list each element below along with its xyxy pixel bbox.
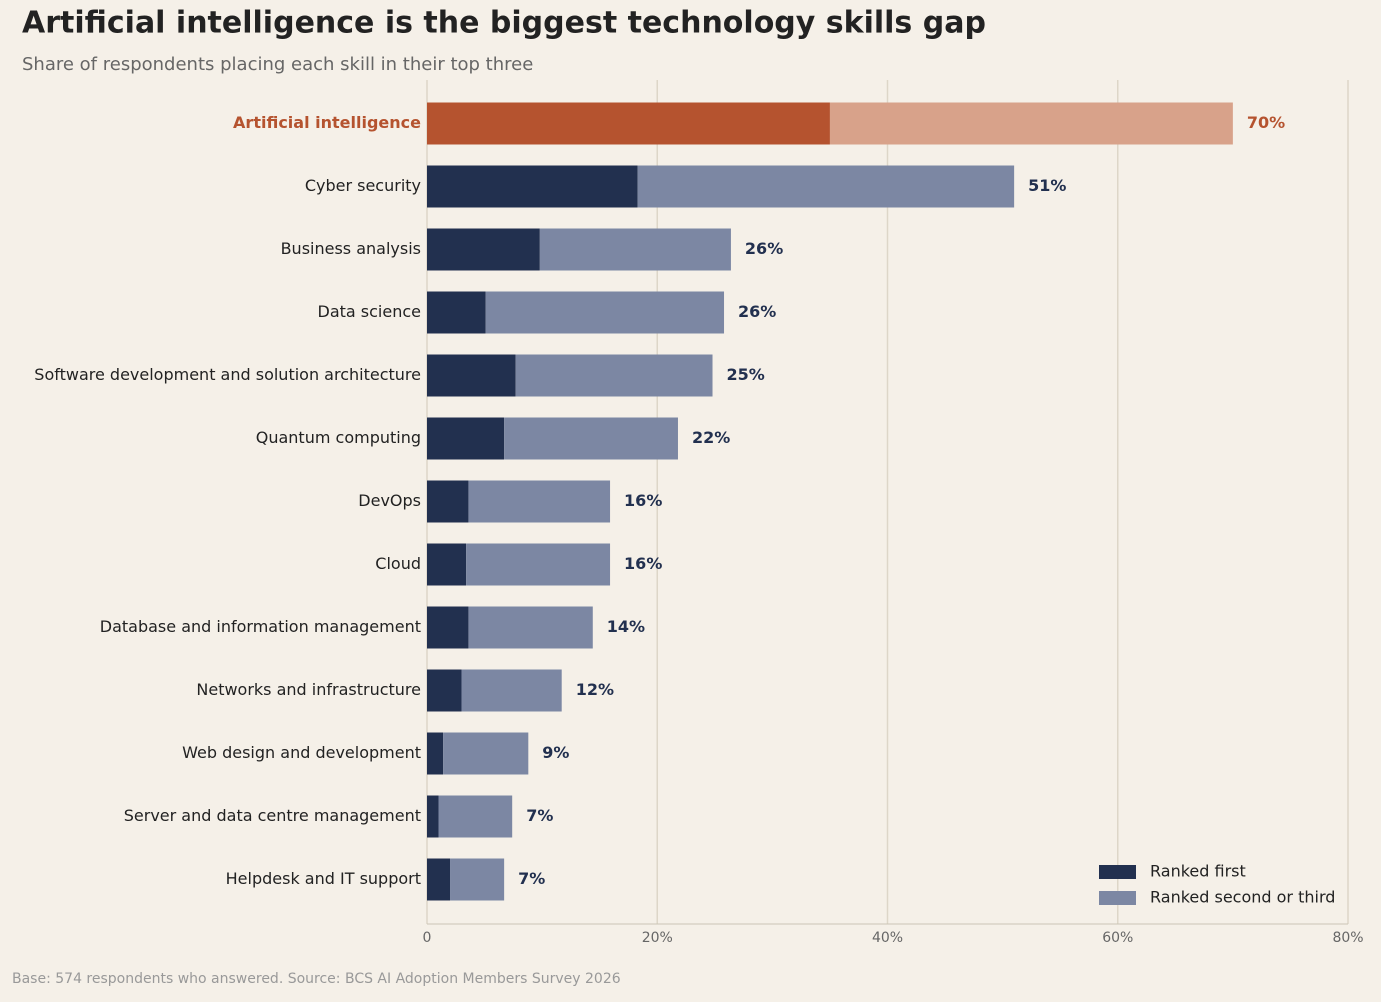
legend-label: Ranked first bbox=[1150, 862, 1246, 881]
legend-label: Ranked second or third bbox=[1150, 888, 1335, 907]
x-tick-label: 0 bbox=[423, 930, 432, 946]
bar-segment bbox=[427, 102, 830, 145]
value-label: 16% bbox=[624, 491, 662, 510]
bar-segment bbox=[427, 606, 469, 649]
bar-segment bbox=[438, 795, 513, 838]
bar-segment bbox=[468, 606, 593, 649]
x-tick-label: 40% bbox=[872, 930, 903, 946]
y-tick-label: Business analysis bbox=[281, 239, 421, 258]
value-label: 70% bbox=[1247, 113, 1285, 132]
y-tick-label: Data science bbox=[318, 302, 422, 321]
x-tick-label: 20% bbox=[642, 930, 673, 946]
bar-segment bbox=[539, 228, 731, 271]
bar-segment bbox=[504, 417, 678, 460]
bar-segment bbox=[427, 417, 505, 460]
y-tick-label: Networks and infrastructure bbox=[196, 680, 421, 699]
chart-title: Artificial intelligence is the biggest t… bbox=[22, 6, 986, 41]
value-label: 12% bbox=[576, 680, 614, 699]
bar-segment bbox=[427, 543, 467, 586]
bar-segment bbox=[427, 732, 444, 775]
bar-segment bbox=[427, 480, 469, 523]
bar-segment bbox=[427, 291, 486, 334]
bar-segment bbox=[485, 291, 725, 334]
bar-segment bbox=[427, 669, 462, 712]
value-label: 26% bbox=[745, 239, 783, 258]
value-label: 7% bbox=[518, 869, 545, 888]
value-label: 9% bbox=[542, 743, 569, 762]
legend-swatch bbox=[1099, 891, 1136, 905]
bar-segment bbox=[427, 165, 638, 208]
value-label: 25% bbox=[727, 365, 765, 384]
y-tick-label: Database and information management bbox=[100, 617, 421, 636]
value-label: 26% bbox=[738, 302, 776, 321]
bar-segment bbox=[427, 858, 451, 901]
value-label: 16% bbox=[624, 554, 662, 573]
chart-subtitle: Share of respondents placing each skill … bbox=[22, 54, 533, 75]
y-tick-label: Server and data centre management bbox=[124, 806, 421, 825]
bar-segment bbox=[427, 795, 439, 838]
value-label: 22% bbox=[692, 428, 730, 447]
y-tick-label: Artificial intelligence bbox=[233, 113, 421, 132]
bar-segment bbox=[427, 228, 540, 271]
bar-segment bbox=[461, 669, 562, 712]
legend-swatch bbox=[1099, 865, 1136, 879]
bar-segment bbox=[450, 858, 505, 901]
bar-segment bbox=[427, 354, 516, 397]
footnote: Base: 574 respondents who answered. Sour… bbox=[12, 971, 621, 987]
bar-segment bbox=[466, 543, 611, 586]
y-tick-label: Cyber security bbox=[305, 176, 421, 195]
value-label: 7% bbox=[526, 806, 553, 825]
y-tick-label: Quantum computing bbox=[256, 428, 421, 447]
y-tick-label: Software development and solution archit… bbox=[34, 365, 421, 384]
y-tick-label: Helpdesk and IT support bbox=[226, 869, 421, 888]
value-label: 14% bbox=[607, 617, 645, 636]
x-tick-label: 60% bbox=[1102, 930, 1133, 946]
bar-segment bbox=[637, 165, 1015, 208]
y-tick-label: DevOps bbox=[358, 491, 421, 510]
y-tick-label: Cloud bbox=[375, 554, 421, 573]
y-tick-label: Web design and development bbox=[182, 743, 421, 762]
bar-segment bbox=[829, 102, 1233, 145]
bar-segment bbox=[515, 354, 713, 397]
bar-segment bbox=[468, 480, 611, 523]
value-label: 51% bbox=[1028, 176, 1066, 195]
x-tick-label: 80% bbox=[1332, 930, 1363, 946]
bar-segment bbox=[443, 732, 529, 775]
